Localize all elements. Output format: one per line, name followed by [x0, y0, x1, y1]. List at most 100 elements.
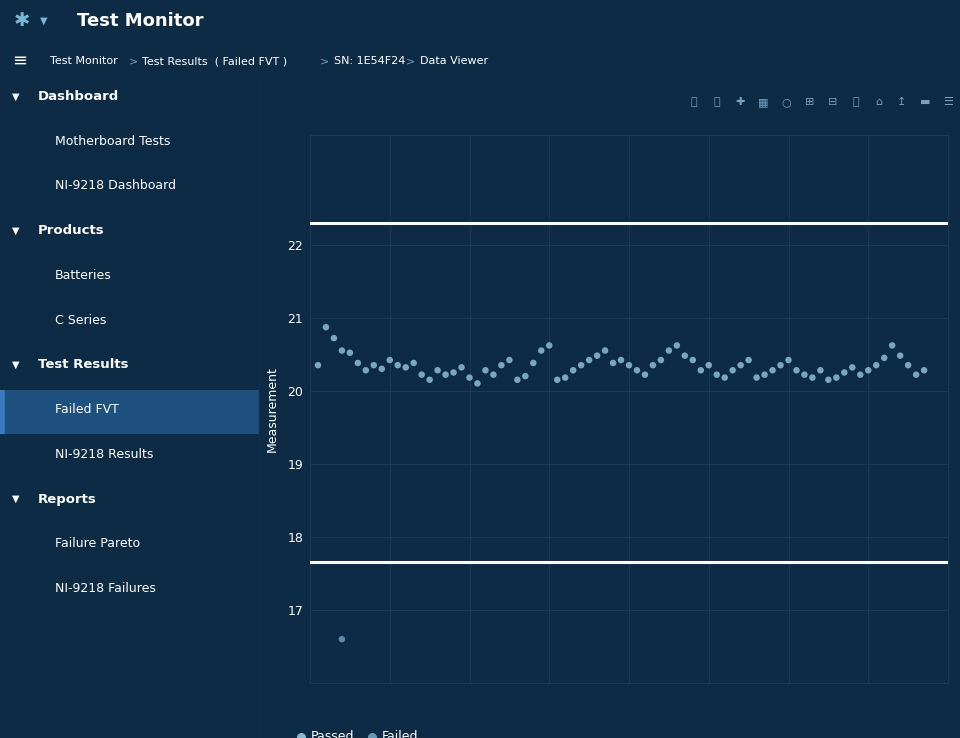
Point — [630, 365, 645, 376]
Point — [478, 365, 493, 376]
Text: Batteries: Batteries — [55, 269, 111, 282]
Point — [398, 362, 414, 373]
Text: ⛶: ⛶ — [852, 97, 859, 107]
Point — [573, 359, 588, 371]
Text: ▦: ▦ — [758, 97, 769, 107]
Point — [773, 359, 788, 371]
Point — [606, 357, 621, 369]
Text: SN: 1E54F24: SN: 1E54F24 — [334, 56, 405, 66]
Point — [430, 365, 445, 376]
Point — [558, 372, 573, 384]
Text: Test Monitor: Test Monitor — [77, 12, 204, 30]
Point — [828, 372, 844, 384]
Text: ✚: ✚ — [735, 97, 745, 107]
Point — [725, 365, 740, 376]
Text: NI-9218 Dashboard: NI-9218 Dashboard — [55, 179, 176, 193]
Point — [414, 369, 429, 381]
Text: Dashboard: Dashboard — [38, 90, 119, 103]
Point — [438, 369, 453, 381]
Point — [637, 369, 653, 381]
Point — [597, 345, 612, 356]
Text: ▼: ▼ — [12, 92, 20, 101]
Text: ✱: ✱ — [13, 12, 30, 30]
Text: ↥: ↥ — [898, 97, 906, 107]
Text: ≡: ≡ — [12, 52, 28, 70]
Point — [502, 354, 517, 366]
Text: ▼: ▼ — [12, 494, 20, 504]
Text: ⌂: ⌂ — [876, 97, 882, 107]
Text: >: > — [406, 56, 416, 66]
Point — [445, 367, 461, 379]
Point — [869, 359, 884, 371]
Text: Reports: Reports — [38, 493, 97, 506]
Text: Data Viewer: Data Viewer — [420, 56, 489, 66]
Point — [876, 352, 892, 364]
Point — [661, 345, 677, 356]
Point — [510, 374, 525, 386]
Point — [454, 362, 469, 373]
Point — [917, 365, 932, 376]
Text: Failed FVT: Failed FVT — [55, 403, 119, 416]
Point — [334, 633, 349, 645]
Point — [709, 369, 725, 381]
Point — [780, 354, 796, 366]
Text: ▬: ▬ — [920, 97, 930, 107]
Point — [526, 357, 541, 369]
Text: 🔍: 🔍 — [714, 97, 720, 107]
Point — [804, 372, 820, 384]
Text: ▼: ▼ — [12, 226, 20, 235]
Point — [390, 359, 405, 371]
Text: ⊟: ⊟ — [828, 97, 837, 107]
Point — [382, 354, 397, 366]
Point — [334, 345, 349, 356]
Point — [765, 365, 780, 376]
Point — [653, 354, 668, 366]
Point — [789, 365, 804, 376]
Point — [469, 378, 485, 390]
Point — [621, 359, 636, 371]
Point — [693, 365, 708, 376]
Text: Motherboard Tests: Motherboard Tests — [55, 135, 170, 148]
Text: >: > — [320, 56, 329, 66]
Point — [462, 372, 477, 384]
Y-axis label: Measurement: Measurement — [266, 366, 278, 452]
Text: >: > — [129, 56, 137, 66]
Point — [541, 339, 557, 351]
Text: ○: ○ — [781, 97, 791, 107]
Point — [422, 374, 438, 386]
Point — [749, 372, 764, 384]
Text: ⊞: ⊞ — [804, 97, 814, 107]
Point — [837, 367, 852, 379]
Bar — [0, 390, 260, 434]
Text: Test Monitor: Test Monitor — [50, 56, 118, 66]
Point — [717, 372, 732, 384]
Text: NI-9218 Failures: NI-9218 Failures — [55, 582, 156, 595]
Point — [319, 321, 334, 333]
Point — [845, 362, 860, 373]
Point — [884, 339, 900, 351]
Point — [589, 350, 605, 362]
Point — [797, 369, 812, 381]
Point — [669, 339, 684, 351]
Point — [486, 369, 501, 381]
Point — [860, 365, 876, 376]
Point — [685, 354, 701, 366]
Text: Failure Pareto: Failure Pareto — [55, 537, 140, 551]
Point — [741, 354, 756, 366]
Point — [358, 365, 373, 376]
Point — [350, 357, 366, 369]
Point — [645, 359, 660, 371]
Point — [374, 363, 390, 375]
Text: ☰: ☰ — [943, 97, 953, 107]
Point — [733, 359, 749, 371]
Point — [677, 350, 692, 362]
Point — [908, 369, 924, 381]
Point — [582, 354, 597, 366]
Point — [701, 359, 716, 371]
Point — [342, 347, 357, 359]
Text: NI-9218 Results: NI-9218 Results — [55, 448, 154, 461]
Point — [900, 359, 916, 371]
Text: Test Results: Test Results — [38, 359, 129, 371]
Point — [406, 357, 421, 369]
Point — [813, 365, 828, 376]
